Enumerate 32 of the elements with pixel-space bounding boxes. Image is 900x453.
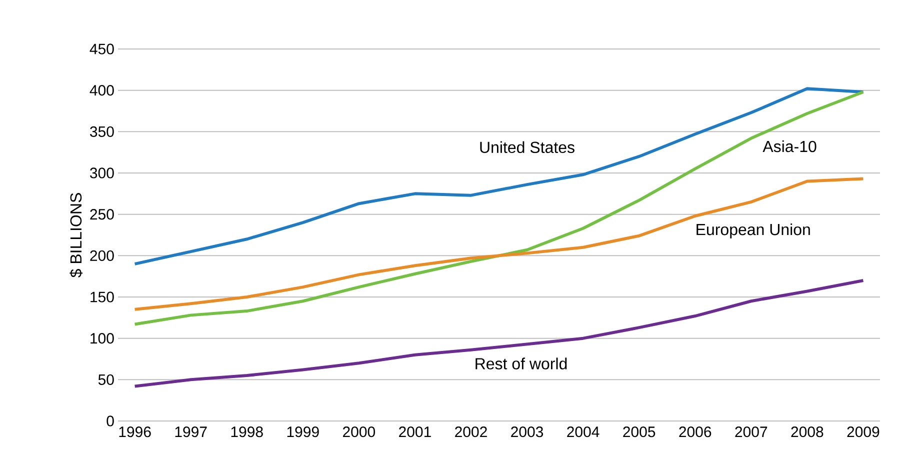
- y-tick-label: 250: [90, 209, 114, 220]
- x-tick-label: 1997: [175, 426, 207, 438]
- y-tick-label: 300: [90, 168, 114, 178]
- x-tick-label: 2004: [567, 426, 600, 438]
- series-label: Asia-10: [762, 140, 816, 152]
- line-series: [133, 87, 865, 266]
- y-axis-title: $ BILLIONS: [70, 193, 83, 278]
- x-tick-label: 2002: [455, 426, 487, 438]
- line-series: [133, 90, 865, 326]
- x-tick-label: 2001: [399, 426, 431, 438]
- y-tick-label: 0: [106, 416, 114, 426]
- series-label: Rest of world: [476, 358, 567, 370]
- x-tick-label: 2005: [623, 426, 656, 438]
- x-tick-label: 2003: [511, 426, 544, 438]
- x-tick-label: 2009: [847, 426, 880, 438]
- x-tick-label: 2000: [343, 426, 376, 438]
- y-tick-label: 200: [90, 250, 114, 261]
- line-series: [133, 177, 865, 311]
- y-tick-label: 50: [98, 374, 114, 385]
- y-tick-label: 150: [90, 292, 114, 302]
- x-tick-label: 1998: [231, 426, 263, 438]
- x-tick-label: 2007: [735, 426, 768, 438]
- x-tick-label: 1996: [119, 426, 151, 438]
- series-label: European Union: [696, 223, 810, 238]
- x-tick-label: 2006: [679, 426, 712, 438]
- y-tick-label: 400: [90, 85, 114, 96]
- x-tick-label: 2008: [791, 426, 824, 438]
- y-tick-label: 100: [90, 333, 114, 344]
- series-label: United States: [480, 141, 574, 154]
- y-tick-label: 350: [90, 126, 114, 137]
- x-tick-label: 1999: [287, 426, 319, 438]
- y-tick-label: 450: [90, 44, 114, 54]
